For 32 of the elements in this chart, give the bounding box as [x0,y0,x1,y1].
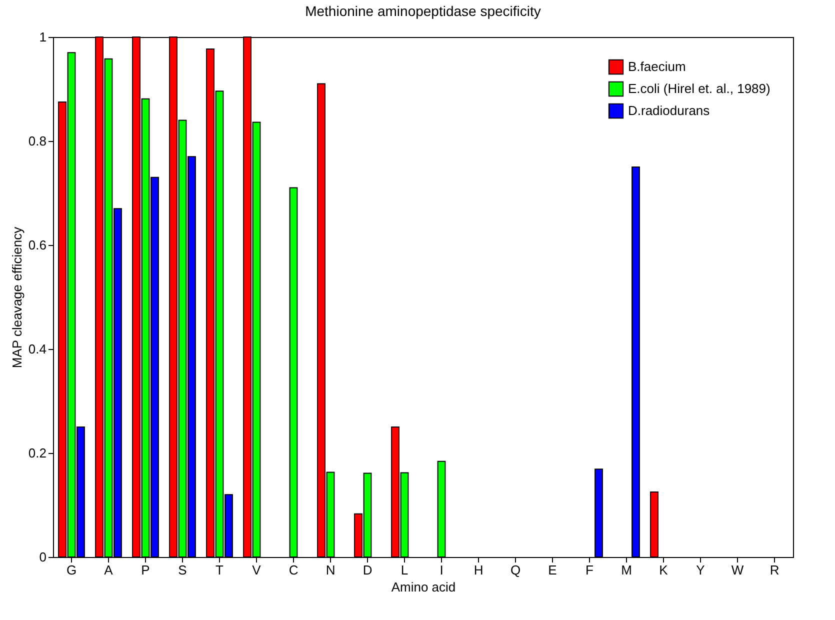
y-tick-label: 0.2 [28,446,46,460]
x-tick-label: K [659,562,668,578]
y-tick-label: 0 [39,550,46,564]
x-tick-label: Y [696,562,706,578]
y-tick-label: 0.8 [28,134,46,148]
legend-label: B.faecium [628,59,686,74]
x-tick-label: L [400,562,408,578]
x-tick-label: S [178,562,188,578]
x-tick-label: W [731,562,744,578]
x-tick-label: M [621,562,632,578]
x-tick-label: F [586,562,594,578]
y-tick-label: 0.6 [28,238,46,252]
y-tick-label: 0.4 [28,342,46,356]
x-tick-label: R [770,562,780,578]
legend-label: D.radiodurans [628,103,710,118]
legend-label: E.coli (Hirel et. al., 1989) [628,81,770,96]
chart-title: Methionine aminopeptidase specificity [305,3,541,19]
x-tick-label: Q [510,562,521,578]
x-tick-label: A [104,562,114,578]
x-tick-label: T [216,562,224,578]
x-tick-label: C [288,562,298,578]
x-tick-label: H [474,562,484,578]
x-tick-label: G [66,562,77,578]
x-tick-label: N [326,562,336,578]
x-tick-label: P [141,562,150,578]
x-tick-label: D [362,562,372,578]
x-tick-label: V [252,562,262,578]
x-tick-label: E [548,562,558,578]
y-axis-title: MAP cleavage efficiency [9,226,24,368]
x-axis-title: Amino acid [391,580,456,594]
y-tick-label: 1 [39,30,46,44]
x-tick-label: I [440,562,444,578]
